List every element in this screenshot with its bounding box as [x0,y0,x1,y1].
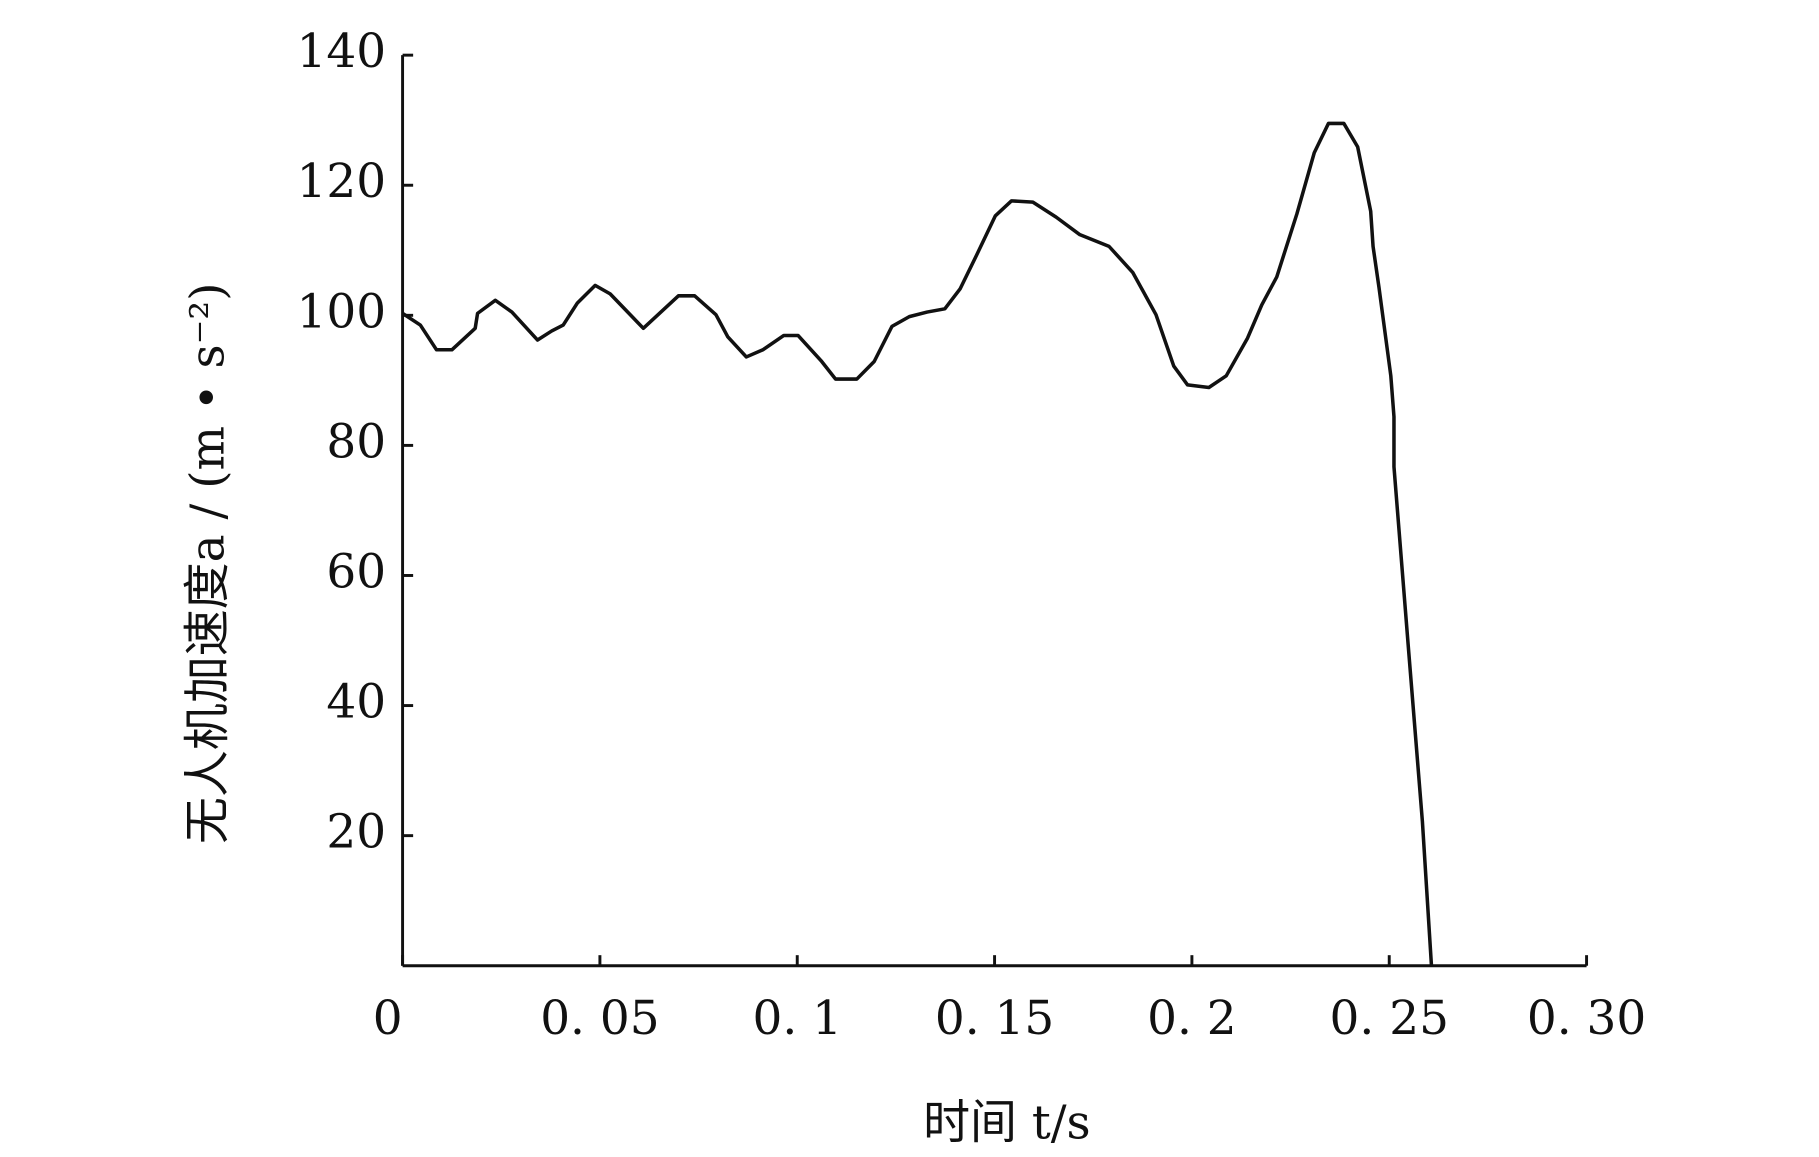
x-tick-label: 0. 30 [1527,991,1646,1046]
y-tick-label: 100 [297,284,387,339]
x-tick-label: 0. 15 [935,991,1054,1046]
x-tick-label: 0 [373,991,403,1046]
x-tick-label: 0. 2 [1147,991,1237,1046]
y-tick-label: 40 [326,675,386,730]
y-axis-label: 无人机加速度a / (m • s⁻²) [180,283,235,844]
x-axis-label: 时间 t/s [923,1095,1091,1150]
x-tick-label: 0. 25 [1330,991,1449,1046]
line-series [401,121,1434,966]
y-tick-label: 20 [326,805,386,860]
y-tick-label: 80 [326,414,386,469]
x-tick-label: 0. 05 [540,991,659,1046]
y-tick-label: 120 [297,154,387,209]
y-tick-label: 140 [297,24,387,79]
y-tick-label: 60 [326,544,386,599]
x-tick-label: 0. 1 [752,991,842,1046]
